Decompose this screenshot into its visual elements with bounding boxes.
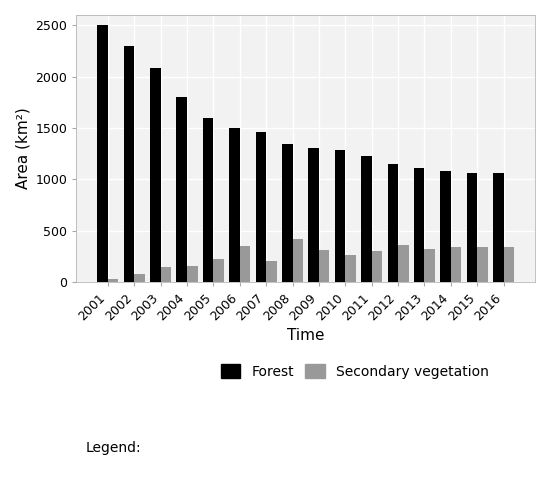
Bar xyxy=(293,239,303,282)
Bar xyxy=(213,259,224,282)
Bar xyxy=(309,147,319,282)
Bar xyxy=(319,250,329,282)
Bar xyxy=(493,173,504,282)
Bar xyxy=(229,128,240,282)
Bar xyxy=(441,171,451,282)
Bar xyxy=(477,247,488,282)
Bar xyxy=(266,261,277,282)
Bar xyxy=(97,25,108,282)
Bar xyxy=(388,164,398,282)
Legend: Forest, Secondary vegetation: Forest, Secondary vegetation xyxy=(221,364,489,379)
Y-axis label: Area (km²): Area (km²) xyxy=(15,108,30,190)
Bar xyxy=(335,150,345,282)
Bar xyxy=(177,97,187,282)
Bar xyxy=(398,245,409,282)
Bar xyxy=(134,274,145,282)
Text: Legend:: Legend: xyxy=(85,441,141,455)
Bar xyxy=(345,255,356,282)
Bar xyxy=(150,69,161,282)
Bar xyxy=(124,46,134,282)
Bar xyxy=(414,168,425,282)
Bar xyxy=(203,118,213,282)
Bar xyxy=(466,173,477,282)
Bar xyxy=(256,132,266,282)
Bar xyxy=(108,278,118,282)
Bar xyxy=(161,267,171,282)
Bar xyxy=(282,144,293,282)
Bar xyxy=(372,252,382,282)
Bar xyxy=(504,247,514,282)
Bar xyxy=(451,247,461,282)
Bar xyxy=(187,266,197,282)
X-axis label: Time: Time xyxy=(287,328,324,344)
Bar xyxy=(240,246,250,282)
Bar xyxy=(361,156,372,282)
Bar xyxy=(425,249,435,282)
